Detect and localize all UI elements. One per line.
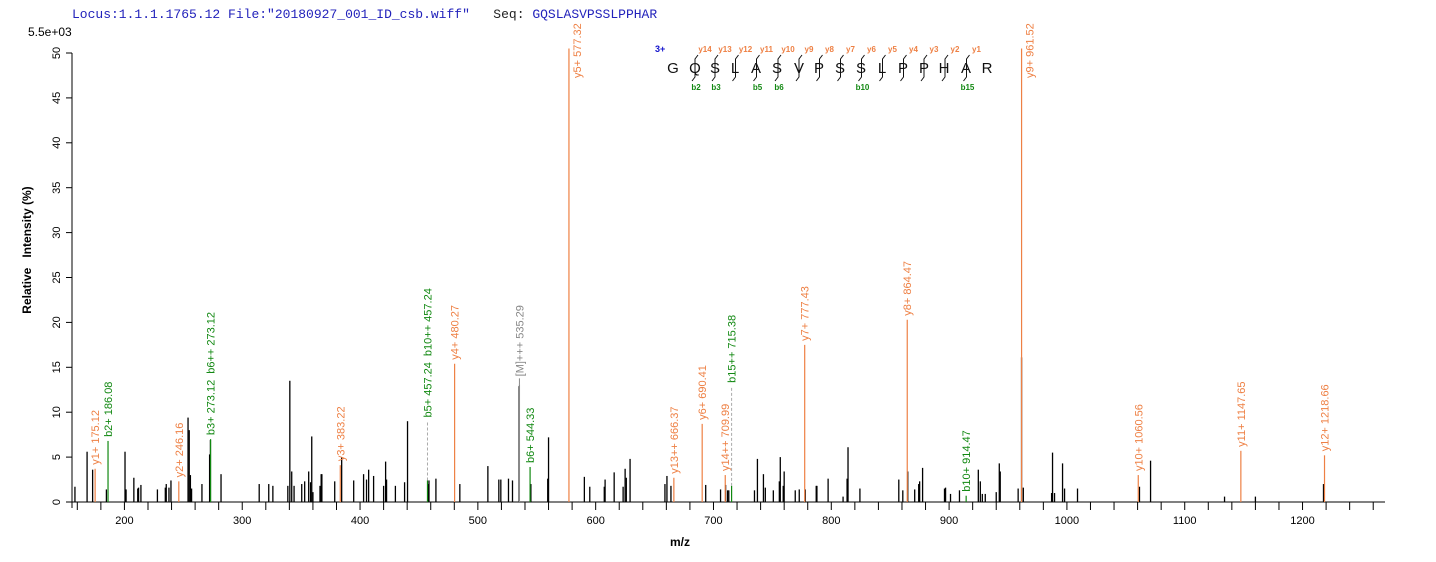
file-text: File:"20180927_001_ID_csb.wiff" (228, 7, 470, 22)
peak-label: y2+ 246.16 (174, 423, 186, 478)
y-tick-label: 5 (51, 454, 63, 460)
x-tick-label: 800 (822, 515, 840, 527)
x-tick-label: 700 (704, 515, 722, 527)
x-axis-label: m/z (670, 535, 690, 549)
peak-label: y5+ 577.32 (572, 23, 584, 78)
peak-label: b2+ 186.08 (103, 382, 115, 437)
b-ion-label: b3 (711, 83, 721, 92)
x-tick-label: 600 (586, 515, 604, 527)
peak-label: b10++ 457.24 (422, 288, 434, 356)
x-tick-label: 1200 (1290, 515, 1314, 527)
peak-label: y10+ 1060.56 (1133, 404, 1145, 471)
y-axis-label: Relative Intensity (%) (20, 186, 34, 313)
peak-label: b10+ 914.47 (961, 430, 973, 491)
x-tick-label: 1100 (1173, 515, 1197, 527)
y-ion-label: y6 (867, 45, 876, 54)
peaks (74, 357, 1325, 502)
residue: S (772, 60, 782, 77)
peak-label: y11+ 1147.65 (1236, 381, 1248, 446)
axes: 200 300 400 500 600 700 800 900 1000 1100 1200 0 5 10… (51, 47, 1385, 527)
y-ion-label: y1 (972, 45, 981, 54)
x-tick-label: 300 (233, 515, 251, 527)
y-ion-label: y12 (739, 45, 753, 54)
b-ion-label: b5 (753, 83, 763, 92)
cleavage-marker (900, 54, 907, 82)
y-ion-label: y11 (760, 45, 773, 54)
y-ion-label: y14 (698, 45, 712, 54)
peak-label: y12+ 1218.66 (1320, 384, 1332, 451)
y-tick-label: 35 (51, 182, 63, 194)
b-ion-label: b10 (856, 83, 870, 92)
intensity-scale-label: 5.5e+03 (28, 25, 72, 39)
peak-label: b6+ 544.33 (525, 408, 537, 463)
peak-label: b15++ 715.38 (727, 315, 739, 383)
y-tick-label: 15 (51, 361, 63, 373)
y-ion-label: y8 (825, 45, 834, 54)
y-ion-label: y2 (951, 45, 960, 54)
seq-label: Seq: (493, 7, 525, 22)
x-tick-label: 200 (115, 515, 133, 527)
sequence-text: GQSLASVPSSLPPHAR (532, 7, 658, 22)
spectrum-header: Locus:1.1.1.1765.12 File:"20180927_001_I… (72, 7, 657, 22)
peak-label: y8+ 864.47 (902, 261, 914, 316)
y-tick-label: 30 (51, 226, 63, 238)
peak-label: y6+ 690.41 (697, 365, 709, 420)
cleavage-marker (774, 54, 782, 82)
cleavage-marker (941, 54, 949, 82)
peak-label: y13++ 666.37 (669, 406, 681, 473)
x-tick-label: 1000 (1055, 515, 1079, 527)
y-tick-label: 50 (51, 47, 63, 59)
y-ion-label: y3 (930, 45, 939, 54)
cleavage-marker (691, 54, 699, 82)
residue: R (982, 60, 993, 77)
y-ion-label: y7 (846, 45, 855, 54)
peak-label: y3+ 383.22 (335, 406, 347, 461)
y-tick-label: 45 (51, 92, 63, 104)
peak-label: b5+ 457.24 (422, 362, 434, 417)
locus-text: Locus:1.1.1.1765.12 (72, 7, 221, 22)
cleavage-marker (711, 54, 719, 82)
cleavage-marker (920, 54, 928, 82)
peak-label: y7+ 777.43 (800, 286, 812, 341)
b-ion-label: b15 (961, 83, 975, 92)
b-ion-label: b6 (774, 83, 784, 92)
cleavage-marker (732, 54, 739, 82)
y-ion-label: y10 (781, 45, 795, 54)
cleavage-marker (816, 54, 823, 82)
x-tick-label: 900 (940, 515, 958, 527)
b-ion-label: b2 (691, 83, 701, 92)
peak-label: y14++ 709.99 (720, 404, 732, 471)
residue: G (667, 60, 679, 77)
peak-label: y4+ 480.27 (450, 305, 462, 360)
y-ion-label: y5 (888, 45, 897, 54)
y-tick-label: 10 (51, 406, 63, 418)
cleavage-marker (858, 54, 865, 82)
y-ion-label: y13 (718, 45, 732, 54)
peak-label: y9+ 961.52 (1025, 23, 1037, 78)
y-tick-label: 25 (51, 271, 63, 283)
peak-label: b3+ 273.12 (206, 380, 218, 435)
x-tick-label: 400 (351, 515, 369, 527)
y-ion-label: y9 (805, 45, 814, 54)
y-tick-label: 40 (51, 137, 63, 149)
cleavage-marker (795, 54, 803, 82)
cleavage-marker (837, 54, 844, 82)
cleavage-marker (963, 54, 970, 82)
peak-label: y1+ 175.12 (90, 410, 102, 465)
y-tick-label: 20 (51, 316, 63, 328)
y-ion-label: y4 (909, 45, 918, 54)
cleavage-marker (753, 54, 760, 82)
cleavage-marker (879, 54, 886, 82)
peak-label: [M]+++ 535.29 (514, 305, 526, 376)
charge-state: 3+ (655, 44, 665, 54)
x-tick-label: 500 (469, 515, 487, 527)
y-tick-label: 0 (51, 499, 63, 505)
peak-label: b6++ 273.12 (206, 312, 218, 374)
residue: H (939, 60, 950, 77)
